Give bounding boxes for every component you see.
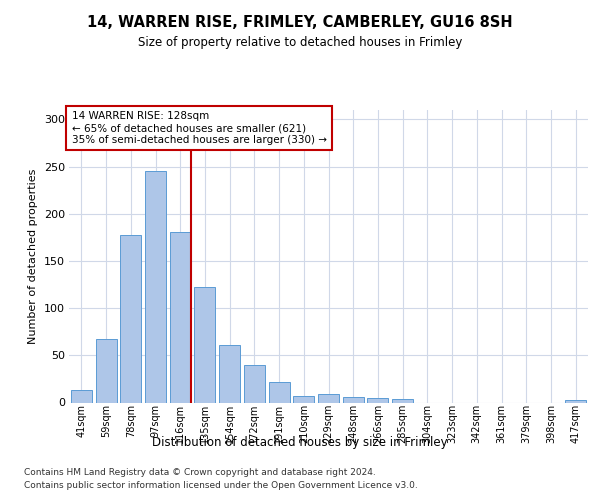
Text: 14 WARREN RISE: 128sqm
← 65% of detached houses are smaller (621)
35% of semi-de: 14 WARREN RISE: 128sqm ← 65% of detached… <box>71 112 326 144</box>
Bar <box>269 382 290 402</box>
Bar <box>565 400 586 402</box>
Text: Size of property relative to detached houses in Frimley: Size of property relative to detached ho… <box>138 36 462 49</box>
Bar <box>244 365 265 403</box>
Text: Distribution of detached houses by size in Frimley: Distribution of detached houses by size … <box>152 436 448 449</box>
Bar <box>392 398 413 402</box>
Y-axis label: Number of detached properties: Number of detached properties <box>28 168 38 344</box>
Bar <box>318 394 339 402</box>
Bar <box>120 234 141 402</box>
Bar <box>219 345 240 403</box>
Bar <box>170 232 191 402</box>
Text: Contains public sector information licensed under the Open Government Licence v3: Contains public sector information licen… <box>24 482 418 490</box>
Bar <box>145 172 166 402</box>
Bar <box>293 396 314 402</box>
Text: Contains HM Land Registry data © Crown copyright and database right 2024.: Contains HM Land Registry data © Crown c… <box>24 468 376 477</box>
Bar <box>71 390 92 402</box>
Bar <box>194 288 215 403</box>
Text: 14, WARREN RISE, FRIMLEY, CAMBERLEY, GU16 8SH: 14, WARREN RISE, FRIMLEY, CAMBERLEY, GU1… <box>87 15 513 30</box>
Bar <box>367 398 388 402</box>
Bar <box>95 340 116 402</box>
Bar <box>343 397 364 402</box>
